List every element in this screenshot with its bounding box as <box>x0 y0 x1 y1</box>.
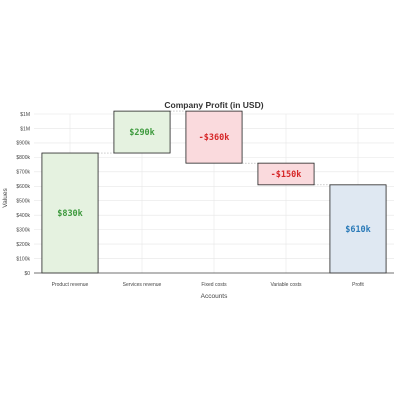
y-tick-label: $800k <box>16 155 30 161</box>
y-tick-label: $900k <box>16 141 30 147</box>
bar-value-label: $830k <box>57 209 83 219</box>
y-tick-label: $400k <box>16 213 30 219</box>
bar-fixed-costs <box>185 110 243 164</box>
bars: $830k $290k -$360k -$150k $610k <box>41 110 387 274</box>
y-tick-label: $300k <box>16 227 30 233</box>
bar-profit <box>329 184 387 274</box>
y-tick-label: $500k <box>16 199 30 205</box>
connector-lines <box>98 110 330 186</box>
y-tick-label: $0 <box>24 271 30 277</box>
x-tick-label: Services revenue <box>123 282 162 288</box>
x-axis-title: Accounts <box>201 293 228 300</box>
bar-value-label: -$150k <box>271 170 302 180</box>
bar-value-label: -$360k <box>199 133 230 143</box>
bar-product-revenue <box>41 152 99 274</box>
y-tick-label: $1M <box>20 126 30 132</box>
bar-value-label: $290k <box>129 128 155 138</box>
y-tick-label: $100k <box>16 256 30 262</box>
x-tick-label: Variable costs <box>270 282 302 288</box>
chart-title: Company Profit (in USD) <box>164 100 263 110</box>
x-tick-label: Fixed costs <box>201 282 227 288</box>
y-tick-label: $700k <box>16 170 30 176</box>
bar-value-label: $610k <box>345 225 371 235</box>
y-tick-label: $200k <box>16 242 30 248</box>
y-tick-label: $1M <box>20 112 30 118</box>
bar-variable-costs <box>257 162 315 186</box>
y-tick-label: $600k <box>16 184 30 190</box>
x-tick-label: Product revenue <box>52 282 89 288</box>
x-tick-labels: Product revenue Services revenue Fixed cos… <box>52 282 365 288</box>
y-axis-title: Values <box>2 188 9 208</box>
x-tick-label: Profit <box>352 282 364 288</box>
bar-services-revenue <box>113 110 171 154</box>
y-tick-labels: $0 $100k $200k $300k $400k $500k $600k $700k $80… <box>16 112 30 277</box>
